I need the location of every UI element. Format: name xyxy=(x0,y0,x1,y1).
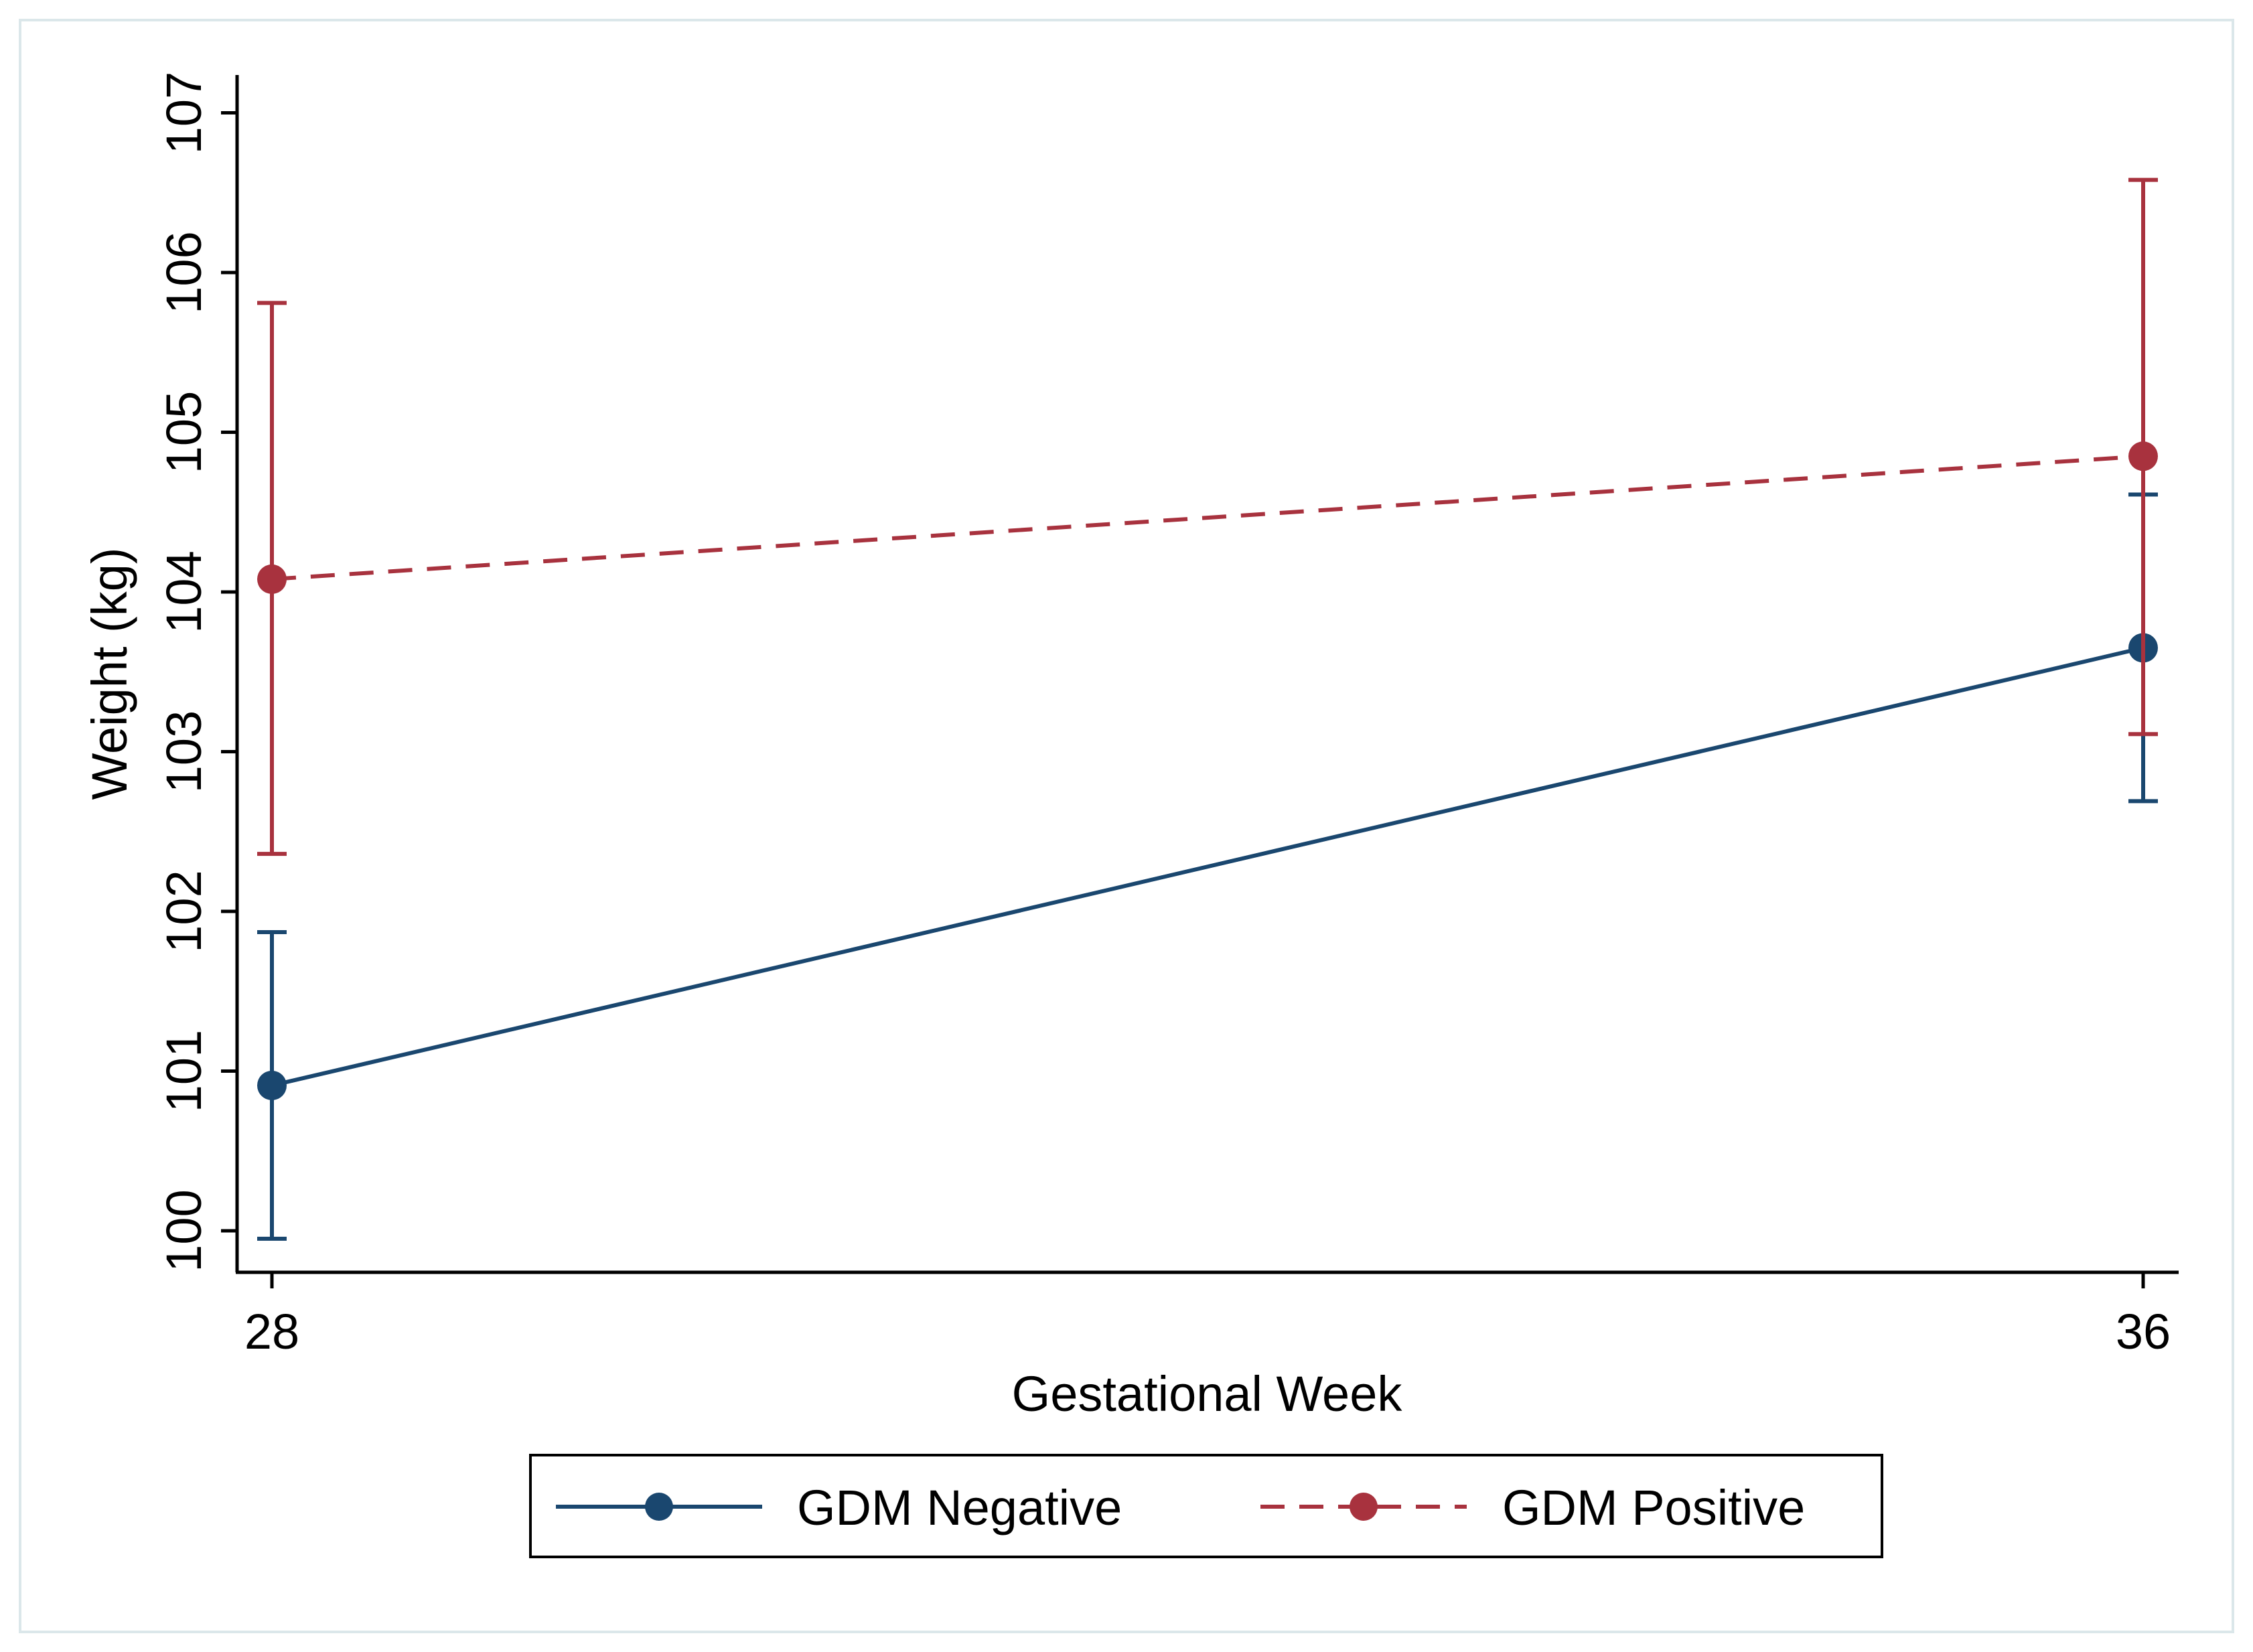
y-tick-label: 102 xyxy=(156,870,212,952)
data-point-gdm-positive xyxy=(257,564,287,594)
x-tick-label: 28 xyxy=(244,1304,299,1359)
plot-area: 100 101 102 103 104 105 106 107 28 36 xyxy=(156,72,2179,1359)
legend-label-gdm-positive: GDM Positive xyxy=(1502,1480,1805,1535)
legend-label-gdm-negative: GDM Negative xyxy=(797,1480,1122,1535)
legend-marker-gdm-negative xyxy=(645,1493,673,1521)
outer-frame xyxy=(19,19,2234,1633)
y-tick-label: 106 xyxy=(156,231,212,313)
x-tick-label: 36 xyxy=(2116,1304,2171,1359)
legend-marker-gdm-positive xyxy=(1350,1493,1378,1521)
legend: GDM Negative GDM Positive xyxy=(529,1454,1883,1558)
x-axis-label: Gestational Week xyxy=(1012,1366,1403,1422)
y-tick-label: 101 xyxy=(156,1030,212,1112)
series-line-gdm-positive xyxy=(271,454,2144,581)
data-point-gdm-negative xyxy=(257,1070,287,1100)
data-point-gdm-positive xyxy=(2128,441,2158,471)
y-tick-label: 103 xyxy=(156,710,212,793)
y-tick-label: 104 xyxy=(156,550,212,633)
series-gdm-positive xyxy=(257,177,2158,856)
x-axis-ticks: 28 36 xyxy=(244,1272,2171,1359)
series-line-gdm-negative xyxy=(271,646,2144,1087)
legend-box xyxy=(529,1454,1883,1558)
y-axis-label: Weight (kg) xyxy=(82,548,137,800)
y-tick-label: 100 xyxy=(156,1189,212,1272)
y-tick-label: 107 xyxy=(156,72,212,154)
series-layer xyxy=(257,177,2158,1241)
y-axis-ticks: 100 101 102 103 104 105 106 107 xyxy=(156,72,237,1272)
y-tick-label: 105 xyxy=(156,391,212,473)
